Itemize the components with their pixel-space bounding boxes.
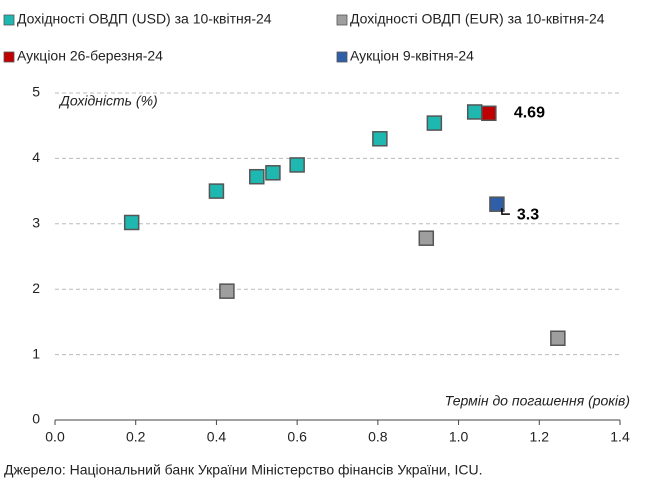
point bbox=[489, 196, 505, 212]
data-label: 4.69 bbox=[514, 104, 545, 121]
y-tick-label: 1 bbox=[32, 345, 40, 361]
x-tick-label: 1.2 bbox=[530, 429, 550, 445]
y-tick-label: 4 bbox=[32, 149, 40, 165]
point bbox=[249, 168, 265, 185]
y-tick-label: 2 bbox=[32, 280, 40, 296]
point bbox=[123, 214, 140, 231]
y-axis-label: Дохідність (%) bbox=[58, 93, 158, 109]
label-leader bbox=[501, 208, 510, 215]
x-tick-label: 0.0 bbox=[45, 429, 65, 445]
y-tick-label: 5 bbox=[32, 84, 40, 100]
point bbox=[418, 230, 435, 246]
legend-swatch bbox=[336, 14, 348, 26]
x-tick-label: 0.8 bbox=[368, 429, 388, 445]
legend-label: Дохідності ОВДП (EUR) за 10-квітня-24 bbox=[350, 11, 605, 27]
point bbox=[550, 330, 566, 346]
legend-swatch bbox=[3, 14, 15, 26]
legend-label: Дохідності ОВДП (USD) за 10-квітня-24 bbox=[17, 11, 272, 27]
data-label: 3.3 bbox=[517, 206, 539, 223]
source-note: Джерело: Національний банк України Мініс… bbox=[4, 462, 483, 478]
x-tick-label: 0.4 bbox=[207, 429, 227, 445]
point bbox=[372, 131, 388, 147]
x-tick-label: 1.0 bbox=[449, 429, 469, 445]
y-tick-label: 3 bbox=[32, 215, 40, 231]
point bbox=[481, 105, 497, 122]
y-tick-label: 0 bbox=[32, 411, 40, 427]
point bbox=[219, 283, 235, 299]
point bbox=[466, 104, 483, 120]
point bbox=[426, 115, 443, 131]
legend-swatch bbox=[336, 51, 348, 63]
legend-label: Аукціон 26-березня-24 bbox=[17, 48, 163, 64]
x-axis-label: Термін до погашення (років) bbox=[445, 393, 630, 409]
x-tick-label: 0.2 bbox=[126, 429, 146, 445]
legend-label: Аукціон 9-квітня-24 bbox=[350, 48, 474, 64]
legend-swatch bbox=[3, 51, 15, 63]
point bbox=[208, 183, 225, 199]
x-tick-label: 0.6 bbox=[287, 429, 307, 445]
point bbox=[289, 157, 305, 173]
x-tick-label: 1.4 bbox=[610, 429, 630, 445]
point bbox=[265, 165, 281, 181]
